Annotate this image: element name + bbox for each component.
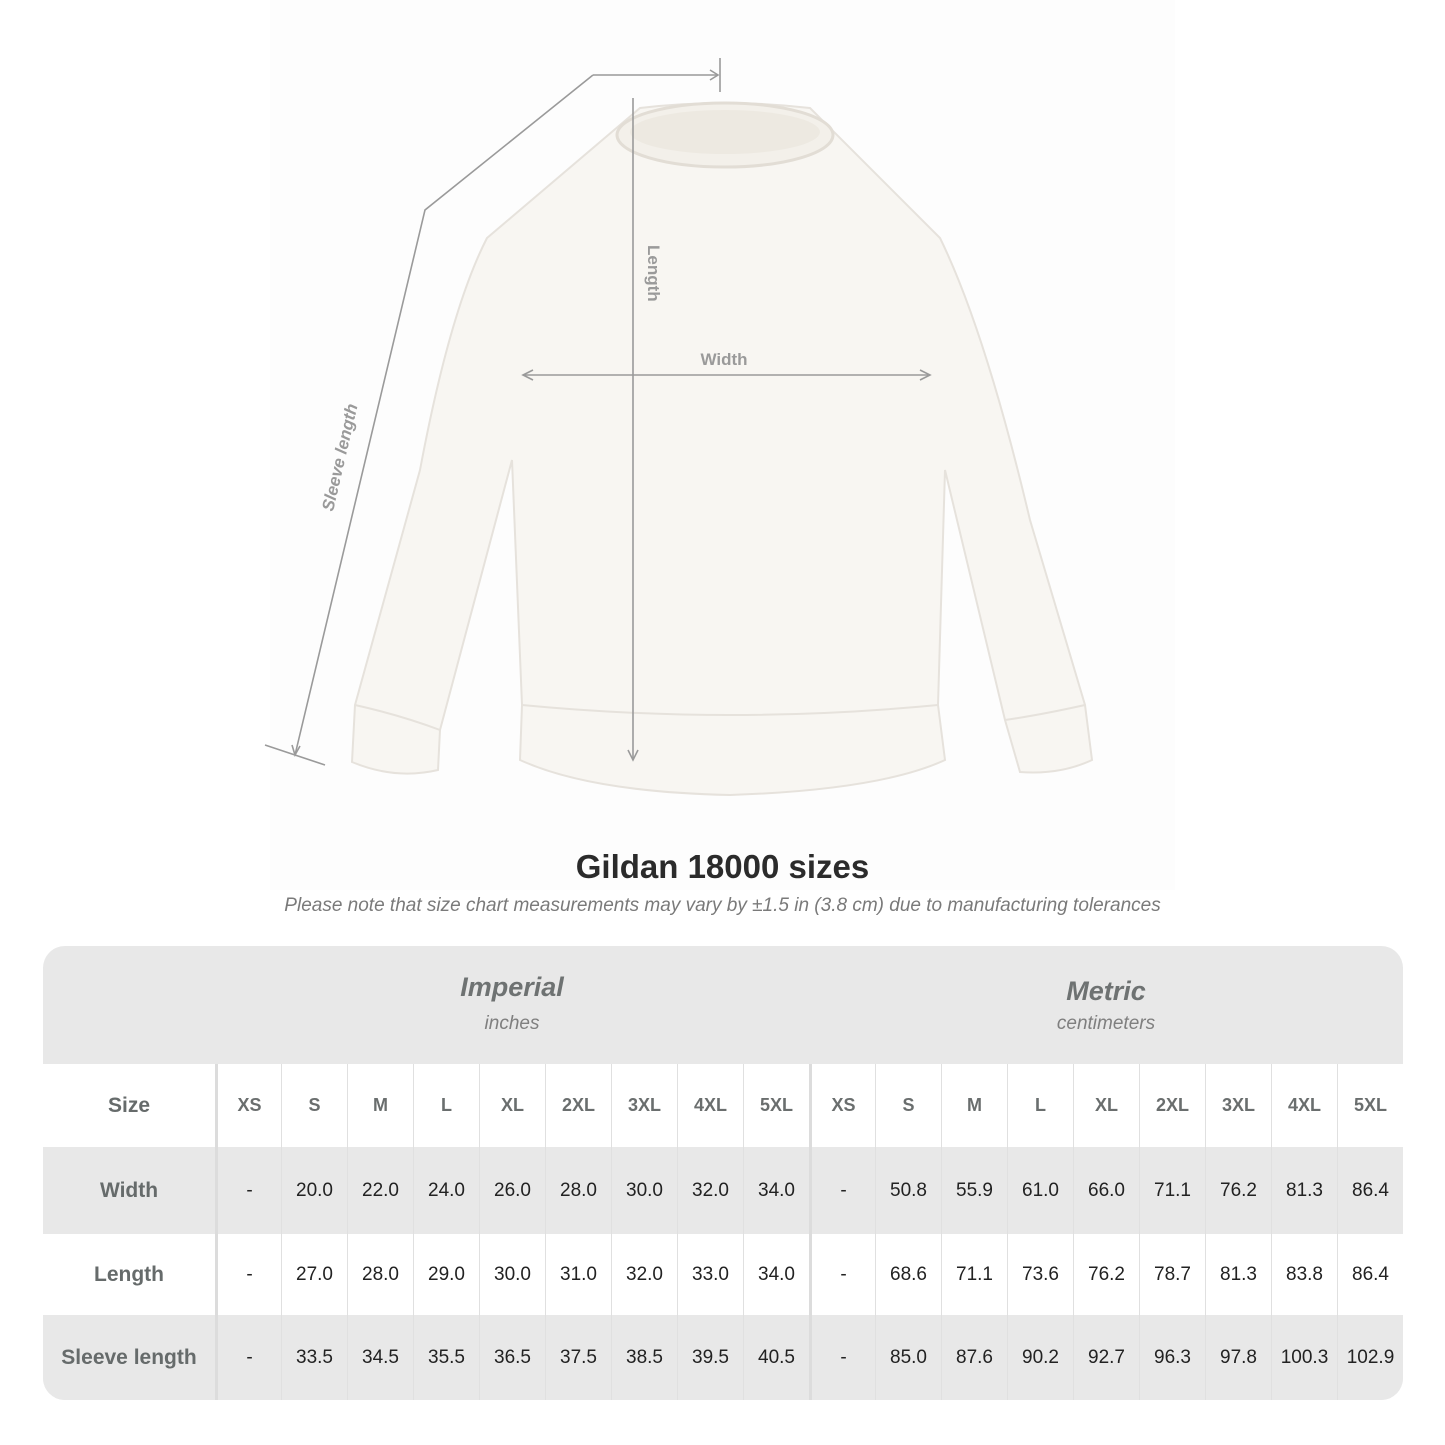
imperial-value-cell: 35.5 [413,1315,479,1400]
imperial-value-cell: 26.0 [479,1147,545,1234]
metric-size-header: 3XL [1205,1064,1271,1147]
row-label: Width [99,1178,159,1202]
imperial-value-cell: 22.0 [347,1147,413,1234]
table-row: Sleeve length -33.5 34.5 35.5 36.5 37.5 38.5 39… [43,1315,1403,1400]
imperial-header: Imperial inches [215,946,809,1064]
metric-size-header: S [875,1064,941,1147]
metric-value-cell: 71.1 [941,1234,1007,1315]
metric-value-cell: 81.3 [1271,1147,1337,1234]
imperial-value-cell: - [215,1234,281,1315]
imperial-size-header: 4XL [677,1064,743,1147]
metric-value-cell: 76.2 [1073,1234,1139,1315]
imperial-value-cell: 39.5 [677,1315,743,1400]
metric-value-cell: 100.3 [1271,1315,1337,1400]
metric-unit: centimeters [1056,1013,1156,1034]
metric-value-cell: 73.6 [1007,1234,1073,1315]
imperial-size-header: XS [215,1064,281,1147]
imperial-value-cell: 20.0 [281,1147,347,1234]
metric-size-header: M [941,1064,1007,1147]
metric-value-cell: 85.0 [875,1315,941,1400]
sweatshirt-image [350,101,1094,797]
metric-value-cell: 86.4 [1337,1234,1403,1315]
row-label: Sleeve length [61,1345,197,1369]
length-label: Length [644,245,663,302]
metric-value-cell: 66.0 [1073,1147,1139,1234]
imperial-unit: inches [484,1013,540,1034]
metric-value-cell: 96.3 [1139,1315,1205,1400]
table-row: Length -27.0 28.0 29.0 30.0 31.0 32.0 33.0 34.0-… [43,1234,1403,1315]
size-header-row: Size XS S M L XL 2XL 3XL 4XL 5XL XS S M L XL 2XL 3XL 4XL 5… [43,1064,1403,1147]
imperial-value-cell: 33.0 [677,1234,743,1315]
metric-value-cell: 50.8 [875,1147,941,1234]
metric-value-cell: 76.2 [1205,1147,1271,1234]
imperial-value-cell: 34.5 [347,1315,413,1400]
sweatshirt-measurement-diagram: Length Width Sleeve length [264,58,1094,797]
table-row: Width -20.0 22.0 24.0 26.0 28.0 30.0 32.0 34.0-5… [43,1147,1403,1234]
imperial-value-cell: 30.0 [611,1147,677,1234]
metric-value-cell: 102.9 [1337,1315,1403,1400]
size-table: Imperial inches Metric centimeters Size X… [43,946,1403,1400]
row-label: Length [94,1262,164,1286]
imperial-size-header: 5XL [743,1064,809,1147]
metric-value-cell: 87.6 [941,1315,1007,1400]
imperial-value-cell: 28.0 [347,1234,413,1315]
imperial-value-cell: 32.0 [677,1147,743,1234]
imperial-value-cell: 38.5 [611,1315,677,1400]
metric-value-cell: 71.1 [1139,1147,1205,1234]
metric-value-cell: 68.6 [875,1234,941,1315]
imperial-value-cell: - [215,1147,281,1234]
imperial-value-cell: 34.0 [743,1234,809,1315]
page-title: Gildan 18000 sizes [575,848,870,885]
imperial-size-header: M [347,1064,413,1147]
metric-value-cell: 90.2 [1007,1315,1073,1400]
imperial-value-cell: 27.0 [281,1234,347,1315]
metric-header: Metric centimeters [809,946,1403,1064]
metric-value-cell: - [809,1315,875,1400]
imperial-value-cell: - [215,1315,281,1400]
metric-value-cell: 61.0 [1007,1147,1073,1234]
metric-value-cell: 86.4 [1337,1147,1403,1234]
metric-size-header: 2XL [1139,1064,1205,1147]
metric-value-cell: 55.9 [941,1147,1007,1234]
imperial-value-cell: 32.0 [611,1234,677,1315]
width-label: Width [700,350,747,369]
imperial-size-header: S [281,1064,347,1147]
row-label: Size [107,1093,151,1117]
metric-value-cell: 83.8 [1271,1234,1337,1315]
imperial-value-cell: 36.5 [479,1315,545,1400]
metric-size-header: 4XL [1271,1064,1337,1147]
imperial-size-header: XL [479,1064,545,1147]
measurement-lines [264,58,932,766]
metric-value-cell: 97.8 [1205,1315,1271,1400]
imperial-size-header: 2XL [545,1064,611,1147]
imperial-value-cell: 34.0 [743,1147,809,1234]
imperial-value-cell: 24.0 [413,1147,479,1234]
metric-value-cell: - [809,1234,875,1315]
imperial-value-cell: 37.5 [545,1315,611,1400]
metric-value-cell: 78.7 [1139,1234,1205,1315]
metric-value-cell: 81.3 [1205,1234,1271,1315]
imperial-value-cell: 28.0 [545,1147,611,1234]
imperial-value-cell: 30.0 [479,1234,545,1315]
metric-size-header: 5XL [1337,1064,1403,1147]
imperial-value-cell: 40.5 [743,1315,809,1400]
imperial-value-cell: 33.5 [281,1315,347,1400]
metric-value-cell: 92.7 [1073,1315,1139,1400]
metric-size-header: XL [1073,1064,1139,1147]
imperial-title: Imperial [460,972,564,1002]
metric-size-header: XS [809,1064,875,1147]
imperial-size-header: 3XL [611,1064,677,1147]
metric-title: Metric [1066,976,1146,1006]
metric-size-header: L [1007,1064,1073,1147]
imperial-value-cell: 31.0 [545,1234,611,1315]
imperial-value-cell: 29.0 [413,1234,479,1315]
metric-value-cell: - [809,1147,875,1234]
imperial-size-header: L [413,1064,479,1147]
tolerance-note: Please note that size chart measurements… [284,895,1161,916]
